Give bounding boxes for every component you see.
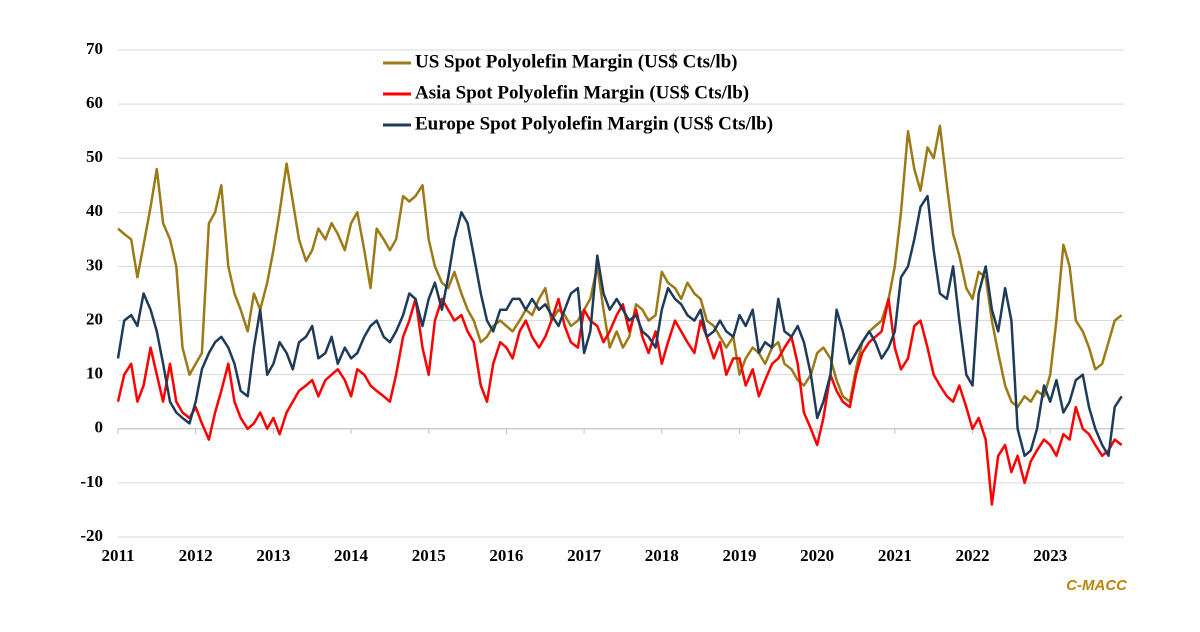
y-tick-label: 10 xyxy=(86,364,103,383)
y-tick-label: -20 xyxy=(80,526,103,545)
x-tick-label: 2013 xyxy=(256,546,290,565)
series-line xyxy=(116,297,1123,506)
x-tick-label: 2012 xyxy=(179,546,213,565)
x-tick-label: 2019 xyxy=(722,546,756,565)
source-note: C-MACC xyxy=(1066,577,1128,594)
x-tick-label: 2023 xyxy=(1033,546,1067,565)
y-tick-label: 0 xyxy=(95,418,104,437)
legend-label: Europe Spot Polyolefin Margin (US$ Cts/l… xyxy=(415,113,773,134)
x-tick-label: 2018 xyxy=(645,546,679,565)
x-tick-label: 2014 xyxy=(334,546,369,565)
series-line xyxy=(117,124,1123,409)
x-tick-label: 2020 xyxy=(800,546,834,565)
y-tick-label: 60 xyxy=(86,93,103,112)
x-tick-label: 2022 xyxy=(956,546,990,565)
y-tick-label: 70 xyxy=(86,39,103,58)
y-tick-label: 20 xyxy=(86,309,103,328)
legend-label: Asia Spot Polyolefin Margin (US$ Cts/lb) xyxy=(415,82,749,103)
x-tick-label: 2017 xyxy=(567,546,602,565)
legend-label: US Spot Polyolefin Margin (US$ Cts/lb) xyxy=(415,51,738,72)
x-tick-label: 2021 xyxy=(878,546,912,565)
x-tick-label: 2015 xyxy=(412,546,446,565)
y-tick-label: 30 xyxy=(86,255,103,274)
y-tick-label: 50 xyxy=(86,147,103,166)
x-tick-label: 2016 xyxy=(489,546,523,565)
series-line xyxy=(116,194,1123,458)
y-tick-label: 40 xyxy=(86,201,103,220)
y-tick-label: -10 xyxy=(80,472,103,491)
x-tick-label: 2011 xyxy=(101,546,134,565)
